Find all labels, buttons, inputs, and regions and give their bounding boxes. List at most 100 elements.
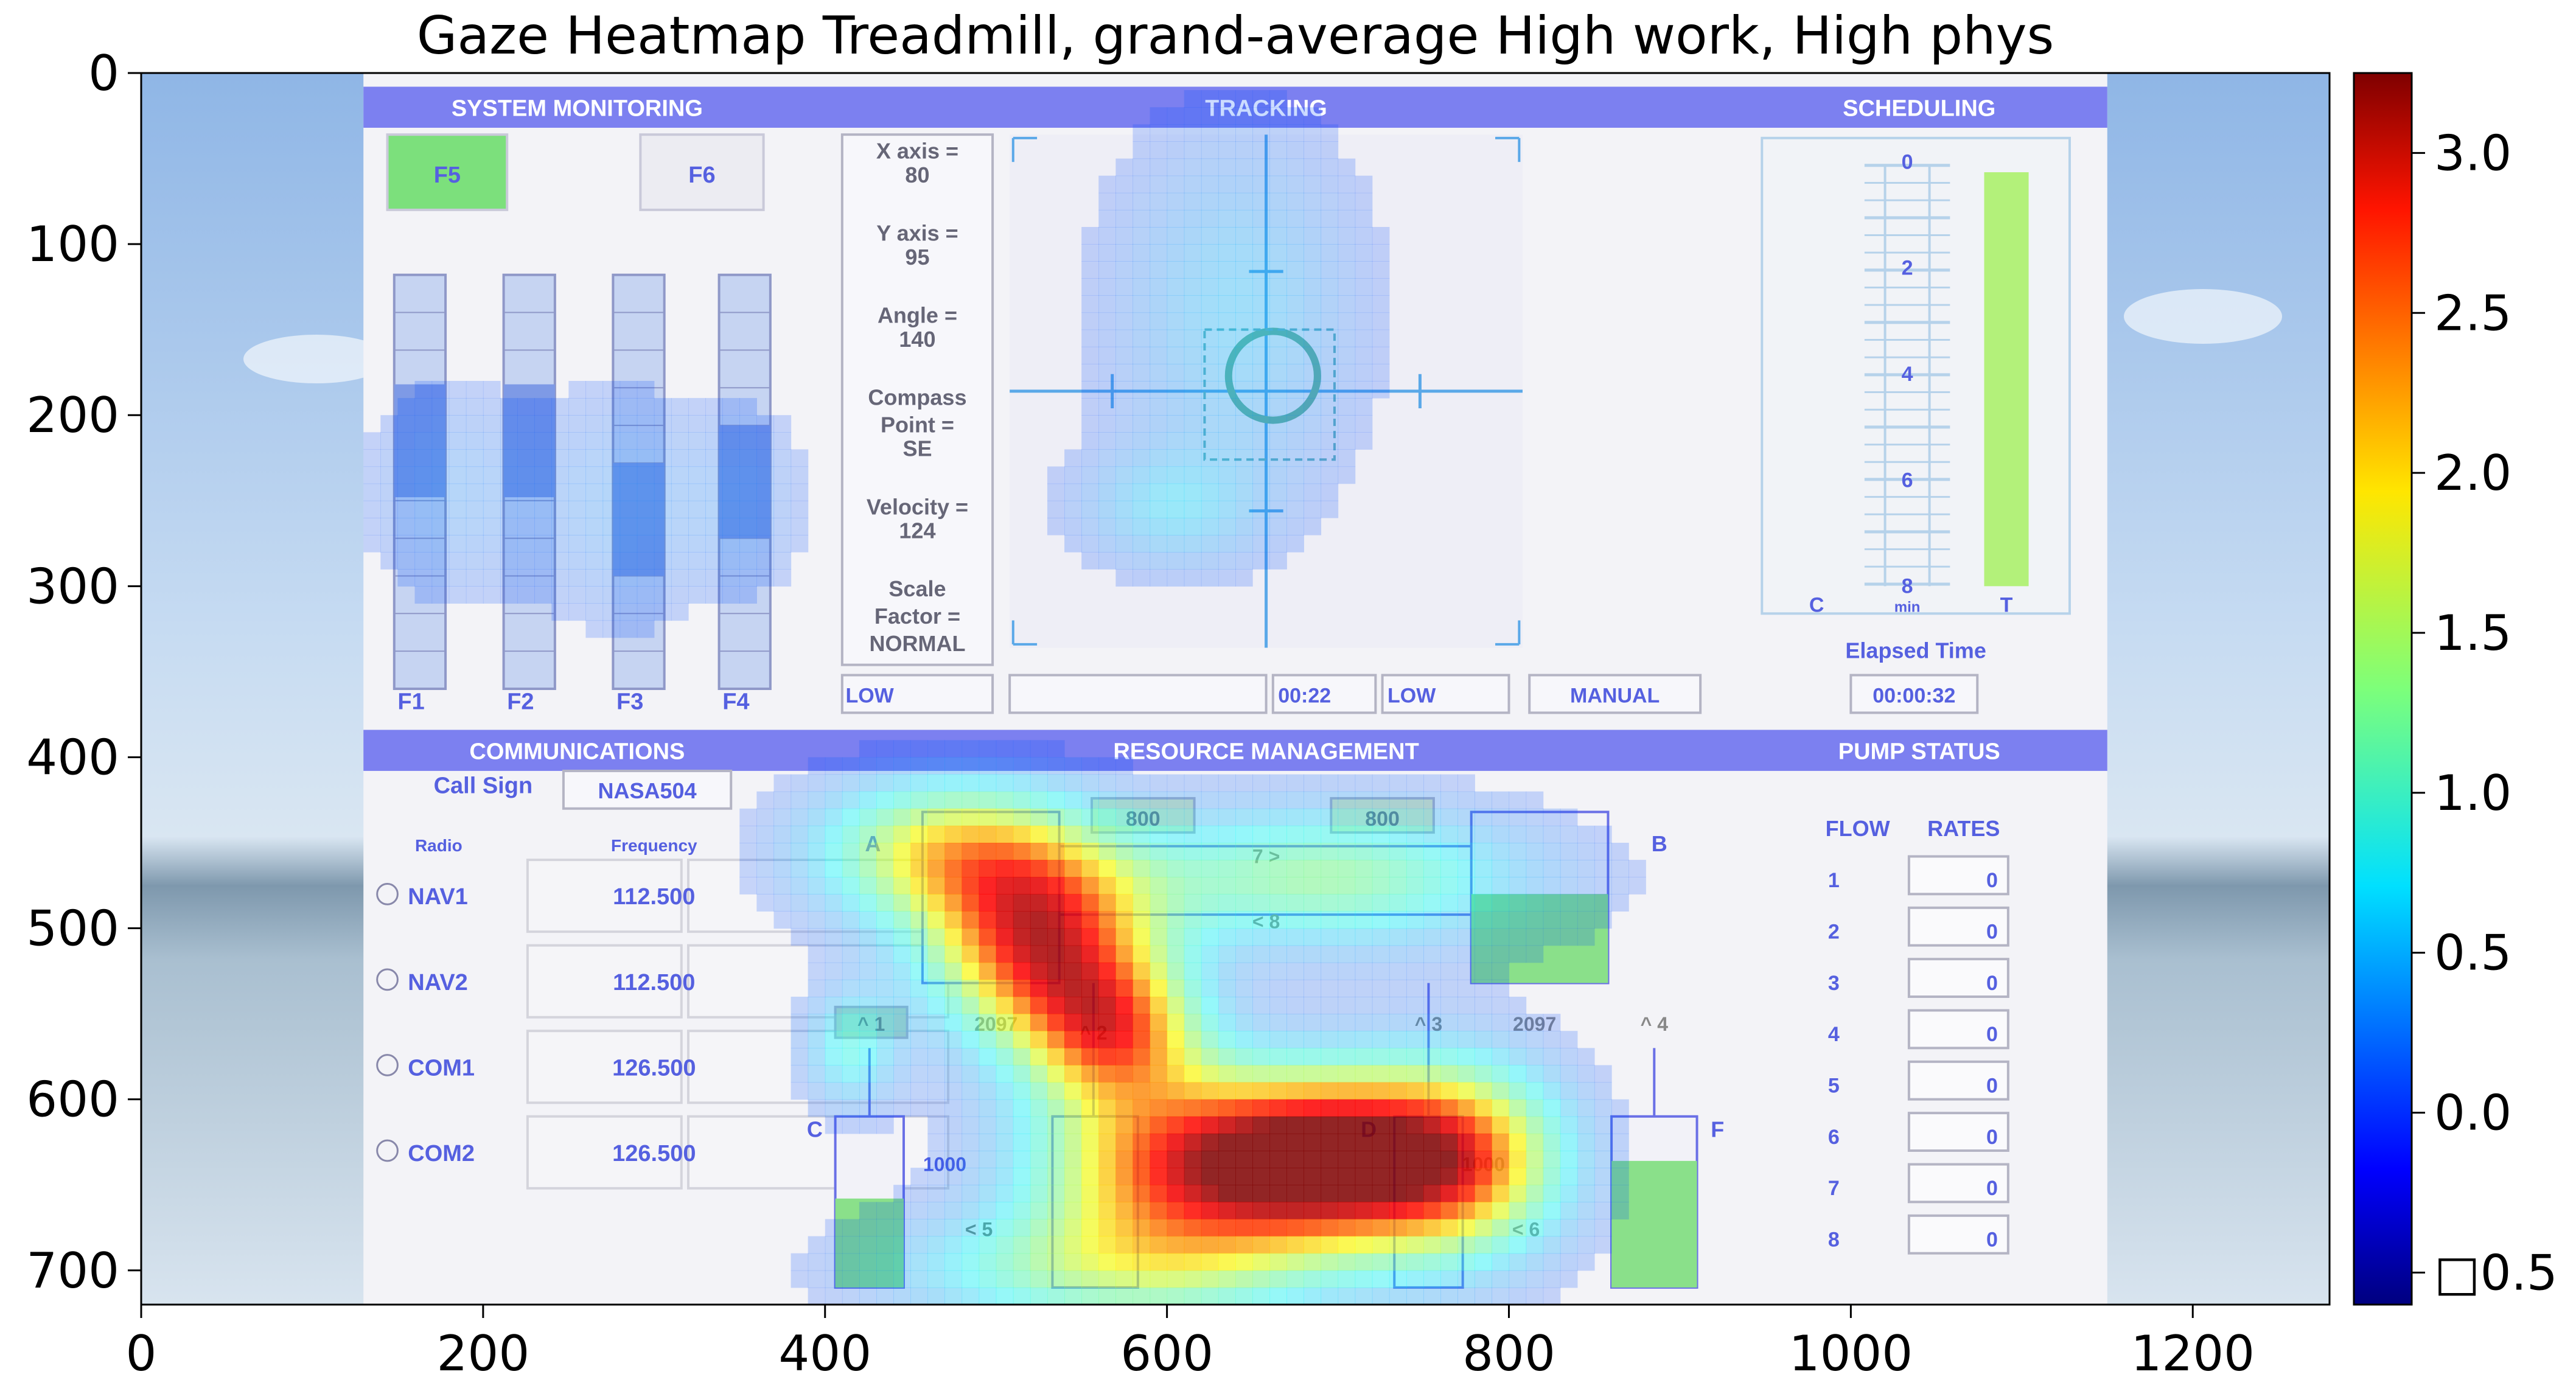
heatmap-cell [1286, 175, 1304, 193]
heatmap-cell [808, 928, 826, 946]
heatmap-cell [1543, 843, 1561, 860]
heatmap-cell [791, 928, 809, 946]
heatmap-cell [996, 1219, 1014, 1237]
heatmap-cell [1457, 1287, 1475, 1305]
heatmap-cell [791, 860, 809, 877]
heatmap-cell [825, 1099, 843, 1117]
heatmap-cell [1218, 911, 1236, 929]
heatmap-cell [1218, 791, 1236, 809]
heatmap-cell [944, 774, 963, 792]
heatmap-cell [637, 603, 655, 621]
heatmap-cell [979, 843, 997, 860]
heatmap-cell [1115, 1099, 1134, 1117]
heatmap-cell [1218, 1099, 1236, 1117]
heatmap-cell [1201, 1151, 1219, 1168]
heatmap-cell [1509, 997, 1527, 1014]
heatmap-cell [1064, 1219, 1082, 1237]
heatmap-cell [1167, 1270, 1185, 1288]
heatmap-cell [1167, 278, 1185, 296]
heatmap-cell [1167, 432, 1185, 450]
heatmap-cell [1423, 1219, 1441, 1237]
heatmap-cell [859, 1065, 877, 1083]
pump-number: 5 [1828, 1074, 1840, 1097]
heatmap-cell [1150, 1219, 1168, 1237]
heatmap-cell [1201, 791, 1219, 809]
heatmap-cell [431, 500, 450, 518]
heatmap-cell [1252, 261, 1270, 279]
heatmap-cell [996, 860, 1014, 877]
heatmap-cell [1133, 894, 1151, 912]
heatmap-cell [1201, 997, 1219, 1014]
heatmap-cell [449, 398, 467, 416]
heatmap-cell [927, 808, 946, 826]
heatmap-cell [876, 1219, 894, 1237]
heatmap-cell [1133, 278, 1151, 296]
heatmap-cell [1577, 928, 1595, 946]
heatmap-cell [1286, 808, 1304, 826]
heatmap-cell [1457, 1133, 1475, 1151]
heatmap-cell [1372, 1116, 1390, 1134]
heatmap-cell [791, 997, 809, 1014]
heatmap-cell [962, 1168, 980, 1185]
heatmap-cell [876, 945, 894, 963]
heatmap-cell [1389, 1185, 1407, 1202]
heatmap-cell [859, 1287, 877, 1305]
heatmap-cell [1475, 1065, 1493, 1083]
heatmap-cell [1201, 312, 1219, 330]
heatmap-cell [380, 500, 399, 518]
heatmap-cell [705, 415, 723, 433]
heatmap-cell [1218, 415, 1236, 433]
heatmap-cell [585, 398, 604, 416]
heatmap-cell [585, 586, 604, 604]
heatmap-cell [1406, 1202, 1424, 1220]
heatmap-cell [1338, 808, 1356, 826]
heatmap-cell [1509, 945, 1527, 963]
heatmap-cell [1269, 1014, 1287, 1031]
rate-box [1907, 906, 2009, 947]
heatmap-cell [1304, 945, 1322, 963]
heatmap-cell [654, 398, 672, 416]
heatmap-cell [1475, 1185, 1493, 1202]
heatmap-cell [1115, 432, 1134, 450]
heatmap-cell [1150, 1048, 1168, 1066]
heatmap-cell [1560, 911, 1578, 929]
heatmap-cell [996, 1099, 1014, 1117]
heatmap-cell [1338, 312, 1356, 330]
heatmap-cell [773, 535, 792, 553]
heatmap-cell [962, 877, 980, 894]
heatmap-cell [979, 945, 997, 963]
heatmap-cell [1098, 295, 1116, 313]
heatmap-cell [620, 552, 638, 570]
heatmap-cell [397, 398, 416, 416]
heatmap-cell [1013, 962, 1031, 980]
heatmap-cell [722, 432, 740, 450]
heatmap-cell [1269, 227, 1287, 245]
heatmap-cell [996, 808, 1014, 826]
heatmap-cell [1133, 175, 1151, 193]
heatmap-cell [1304, 466, 1322, 484]
heatmap-cell [1406, 1031, 1424, 1048]
heatmap-cell [1047, 894, 1065, 912]
heatmap-cell [1526, 894, 1544, 912]
heatmap-cell [962, 860, 980, 877]
heatmap-cell [1355, 774, 1373, 792]
heatmap-cell [1150, 535, 1168, 553]
heatmap-cell [1389, 911, 1407, 929]
heatmap-cell [1201, 1116, 1219, 1134]
heatmap-cell [1098, 1253, 1116, 1271]
heatmap-cell [1594, 1219, 1612, 1237]
heatmap-cell [1389, 774, 1407, 792]
heatmap-cell [1286, 1116, 1304, 1134]
heatmap-cell [1304, 124, 1322, 142]
heatmap-cell [1184, 1202, 1202, 1220]
heatmap-cell [431, 398, 450, 416]
heatmap-cell [1235, 791, 1253, 809]
heatmap-cell [620, 569, 638, 587]
heatmap-cell [791, 894, 809, 912]
status-low-right: LOW [1387, 684, 1436, 707]
heatmap-cell [1115, 774, 1134, 792]
heatmap-cell [551, 500, 569, 518]
heatmap-cell [1030, 928, 1048, 946]
heatmap-cell [1064, 1151, 1082, 1168]
cloud [2124, 289, 2282, 344]
